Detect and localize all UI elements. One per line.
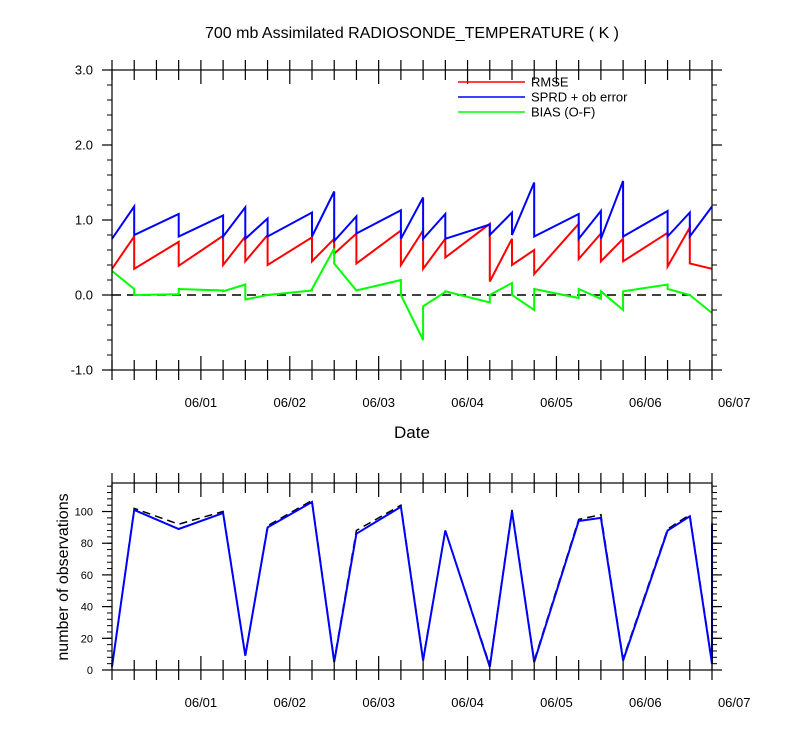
x-tick-label: 06/07 — [718, 695, 751, 710]
x-tick-label: 06/01 — [185, 395, 218, 410]
y-tick-label: 60 — [81, 570, 93, 582]
top-panel: 700 mb Assimilated RADIOSONDE_TEMPERATUR… — [71, 25, 751, 442]
chart-title: 700 mb Assimilated RADIOSONDE_TEMPERATUR… — [205, 25, 619, 42]
y-tick-label: 1.0 — [75, 213, 93, 228]
x-tick-label: 06/06 — [629, 695, 662, 710]
y-tick-label: 0.0 — [75, 288, 93, 303]
y-tick-label: 20 — [81, 633, 93, 645]
axes: 06/01 06/02 06/03 06/04 06/05 06/06 06/07 -1.0 0… — [71, 60, 751, 410]
observation-axes: 06/01 06/02 06/03 06/04 06/05 06/06 06/07 0 20 40… — [75, 473, 751, 710]
y-tick-label: 0 — [87, 665, 93, 677]
x-tick-label: 06/02 — [274, 395, 307, 410]
x-tick-label: 06/06 — [629, 395, 662, 410]
x-tick-label: 06/05 — [540, 395, 573, 410]
x-tick-label: 06/04 — [451, 395, 484, 410]
y-tick-label: 3.0 — [75, 63, 93, 78]
series-line-sprd-ob-error — [111, 180, 713, 244]
y-tick-label: -1.0 — [71, 363, 93, 378]
x-tick-label: 06/03 — [362, 695, 395, 710]
series-layer — [111, 180, 713, 341]
x-axis-label: Date — [394, 423, 430, 442]
observation-series-layer — [111, 499, 713, 668]
y-tick-label: 40 — [81, 602, 93, 614]
x-tick-label: 06/02 — [274, 695, 307, 710]
x-tick-label: 06/07 — [718, 395, 751, 410]
legend-entry: BIAS (O-F) — [531, 105, 595, 120]
x-tick-label: 06/01 — [185, 695, 218, 710]
plot-frame — [111, 482, 713, 671]
y-axis-label: number of observations — [55, 493, 72, 660]
y-tick-label: 80 — [81, 538, 93, 550]
obs-series-assimilated — [111, 500, 713, 668]
series-line-bias-o-f — [111, 248, 713, 341]
y-tick-label: 100 — [75, 507, 93, 519]
legend-entry: SPRD + ob error — [531, 90, 628, 105]
x-tick-label: 06/05 — [540, 695, 573, 710]
legend-entry: RMSE — [531, 75, 569, 90]
x-tick-label: 06/03 — [362, 395, 395, 410]
x-tick-label: 06/04 — [451, 695, 484, 710]
y-tick-label: 2.0 — [75, 138, 93, 153]
bottom-panel: 06/01 06/02 06/03 06/04 06/05 06/06 06/07 0 20 40… — [55, 473, 750, 710]
series-line-rmse — [111, 221, 713, 282]
